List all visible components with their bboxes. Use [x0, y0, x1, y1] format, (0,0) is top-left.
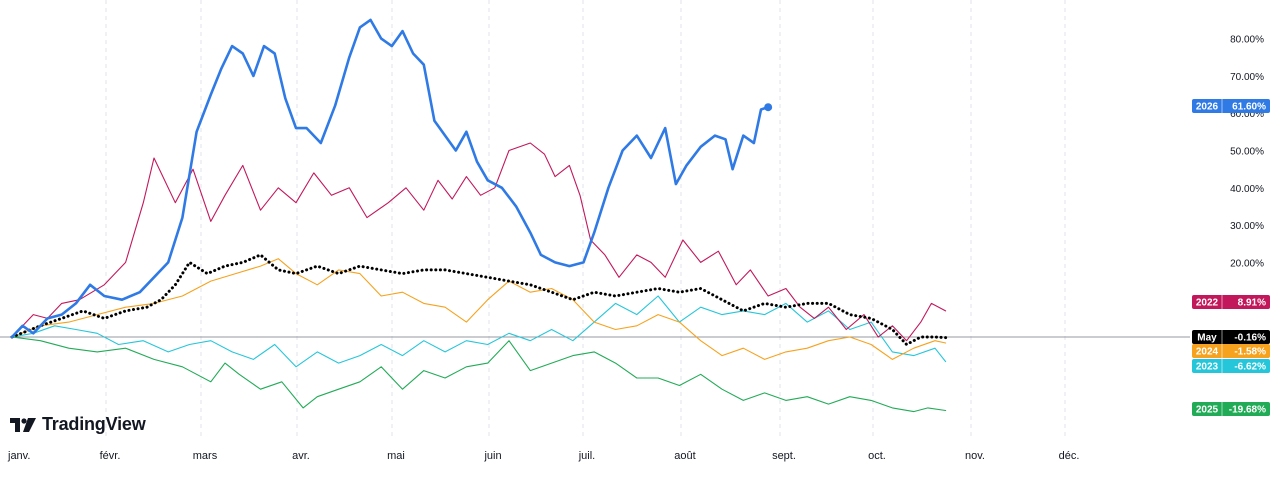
series-endpoint-2026: [764, 103, 773, 112]
x-tick-label: oct.: [868, 450, 886, 462]
value-tag-value: -1.58%: [1234, 347, 1266, 358]
value-tag-series-name: 2025: [1196, 405, 1219, 416]
endpoint-layer: [764, 103, 773, 112]
value-tag-box: [1192, 402, 1270, 416]
series-line-may: [10, 253, 948, 346]
series-line-2022: [11, 142, 947, 342]
x-tick-label: nov.: [965, 450, 985, 462]
value-tag-value: 8.91%: [1238, 298, 1266, 309]
value-tag-box: [1192, 344, 1270, 358]
value-tag-2026: 2026 61.60%: [1192, 99, 1270, 113]
value-tag-series-name: May: [1197, 333, 1217, 344]
value-tag-value: 61.60%: [1232, 102, 1266, 113]
y-tick-label: 80.00%: [1230, 35, 1264, 46]
y-tick-label: 40.00%: [1230, 184, 1264, 195]
last-value-tags: 2022 8.91% 2023 -6.62% 2024 -1.58% 2025 -19.68%…: [1192, 99, 1270, 416]
value-tag-may: May -0.16%: [1192, 330, 1270, 344]
y-tick-label: 70.00%: [1230, 72, 1264, 83]
value-tag-value: -0.16%: [1234, 333, 1266, 344]
value-tag-2022: 2022 8.91%: [1192, 295, 1270, 309]
x-tick-label: mai: [387, 450, 405, 462]
value-tag-box: [1192, 359, 1270, 373]
value-tag-2023: 2023 -6.62%: [1192, 359, 1270, 373]
value-tag-series-name: 2022: [1196, 298, 1219, 309]
x-tick-label: juil.: [578, 450, 596, 462]
value-tag-2024: 2024 -1.58%: [1192, 344, 1270, 358]
y-tick-label: 20.00%: [1230, 258, 1264, 269]
tradingview-wordmark: TradingView: [42, 414, 146, 434]
series-line-2023: [11, 295, 947, 368]
value-tag-series-name: 2024: [1196, 347, 1219, 358]
x-tick-label: déc.: [1059, 450, 1080, 462]
value-tag-value: -19.68%: [1229, 405, 1266, 416]
y-tick-label: 50.00%: [1230, 147, 1264, 158]
tradingview-logo-icon: [10, 417, 36, 432]
x-tick-label: août: [674, 450, 695, 462]
x-tick-label: mars: [193, 450, 218, 462]
x-tick-label: sept.: [772, 450, 796, 462]
value-tag-series-name: 2023: [1196, 362, 1219, 373]
x-tick-label: févr.: [100, 450, 121, 462]
series-line-2026: [10, 18, 770, 339]
x-axis-ticks: janv. févr. mars avr. mai juin juil. août sept. o…: [7, 450, 1079, 462]
month-gridlines: [105, 0, 1066, 438]
series-layer: [10, 18, 948, 413]
x-tick-label: janv.: [7, 450, 30, 462]
value-tag-2025: 2025 -19.68%: [1192, 402, 1270, 416]
x-tick-label: avr.: [292, 450, 310, 462]
value-tag-box: [1192, 330, 1270, 344]
y-axis-ticks: 80.00% 70.00% 60.00% 50.00% 40.00% 30.00% 20.0…: [1230, 35, 1264, 307]
y-tick-label: 60.00%: [1230, 109, 1264, 120]
y-tick-label: 30.00%: [1230, 221, 1264, 232]
value-tag-value: -6.62%: [1234, 362, 1266, 373]
value-tag-series-name: 2026: [1196, 102, 1219, 113]
value-tag-box: [1192, 99, 1270, 113]
series-line-2025: [11, 336, 947, 413]
value-tag-box: [1192, 295, 1270, 309]
tradingview-logo: TradingView: [10, 414, 146, 435]
x-tick-label: juin: [483, 450, 501, 462]
